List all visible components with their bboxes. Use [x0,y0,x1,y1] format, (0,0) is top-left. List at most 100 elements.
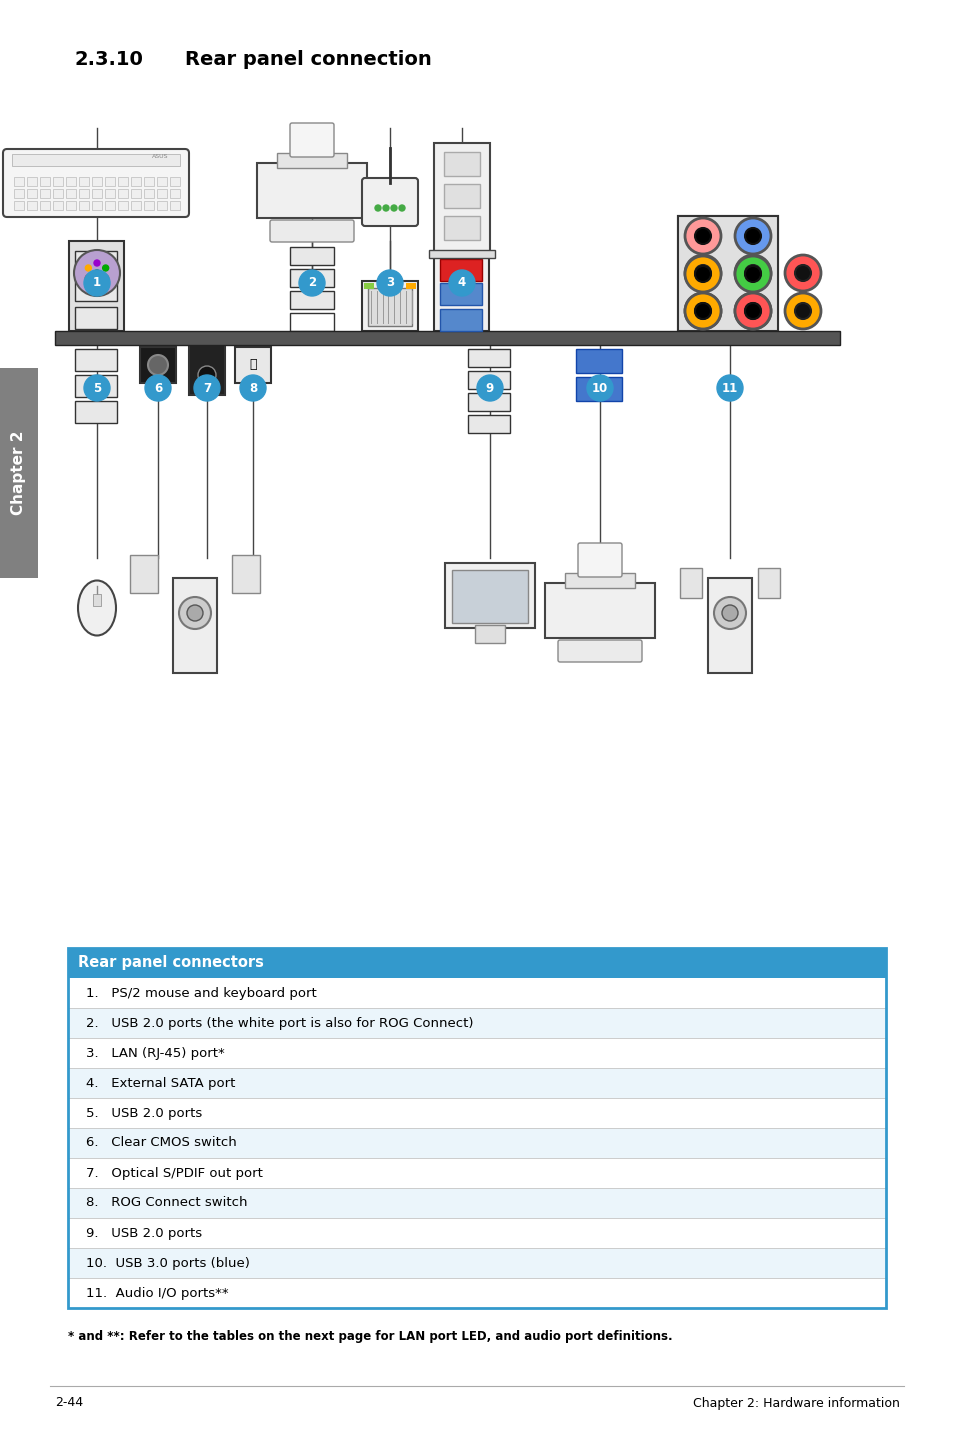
Circle shape [794,303,810,319]
Bar [66,188,76,198]
Bar [68,1038,885,1068]
Text: Rear panel connectors: Rear panel connectors [78,955,264,971]
Bar [55,331,840,345]
Text: 4.   External SATA port: 4. External SATA port [86,1077,235,1090]
Bar [91,188,102,198]
Circle shape [179,597,211,628]
Bar [170,201,180,210]
Bar [27,177,37,186]
Bar [758,568,780,598]
FancyBboxPatch shape [361,178,417,226]
Bar [105,188,115,198]
Circle shape [695,266,710,282]
Circle shape [734,293,770,329]
Circle shape [103,265,109,270]
Circle shape [74,250,120,296]
Circle shape [717,375,742,401]
Circle shape [84,375,110,401]
Bar [131,177,141,186]
Circle shape [94,270,100,276]
Bar [118,201,128,210]
Bar [170,188,180,198]
Text: Rear panel connection: Rear panel connection [185,50,432,69]
Circle shape [586,375,613,401]
Ellipse shape [78,581,116,636]
Text: 11: 11 [721,381,738,394]
Circle shape [148,355,168,375]
Bar [679,568,701,598]
Bar [429,250,495,257]
Circle shape [684,219,720,255]
Bar [68,1158,885,1188]
Circle shape [476,375,502,401]
Bar [443,152,479,175]
Bar [707,578,751,673]
Circle shape [198,367,215,384]
Bar [157,177,167,186]
Circle shape [734,255,770,290]
Bar [576,377,621,401]
Bar [170,177,180,186]
Bar [68,1127,885,1158]
Circle shape [734,256,770,292]
Bar [290,247,334,265]
Bar [66,201,76,210]
Circle shape [744,265,760,280]
Bar [14,188,24,198]
Circle shape [721,605,738,621]
Bar [468,393,510,411]
Bar [364,283,374,289]
Bar [290,269,334,288]
Bar [27,201,37,210]
Circle shape [684,255,720,290]
Bar [68,978,885,1008]
Bar [576,349,621,372]
Bar [68,948,885,978]
Bar [69,242,124,331]
Circle shape [713,597,745,628]
Circle shape [449,270,475,296]
Text: 9: 9 [485,381,494,394]
Bar [439,259,481,280]
Circle shape [684,293,720,329]
Bar [53,201,63,210]
Bar [276,152,347,168]
Bar [75,279,117,301]
Circle shape [744,229,760,244]
Bar [290,290,334,309]
Text: 2-44: 2-44 [55,1396,83,1409]
Bar [40,201,50,210]
Circle shape [744,266,760,282]
Bar [79,201,89,210]
Text: 7: 7 [203,381,211,394]
Bar [144,201,153,210]
Circle shape [193,375,220,401]
Bar [79,188,89,198]
Bar [105,201,115,210]
Bar [12,154,180,165]
Bar [232,555,260,592]
Bar [68,1068,885,1099]
FancyBboxPatch shape [290,124,334,157]
Text: 🔗: 🔗 [249,358,256,371]
Bar [75,252,117,273]
Circle shape [382,206,389,211]
Text: 2: 2 [308,276,315,289]
Bar [157,201,167,210]
Bar [75,349,117,371]
Bar [434,252,489,331]
Bar [75,306,117,329]
Bar [443,216,479,240]
Bar [144,177,153,186]
Bar [68,1188,885,1218]
Text: 6.   Clear CMOS switch: 6. Clear CMOS switch [86,1136,236,1149]
Text: 10: 10 [591,381,607,394]
Bar [66,177,76,186]
Bar [0,368,38,578]
Bar [468,371,510,390]
Circle shape [784,255,821,290]
Text: 1.   PS/2 mouse and keyboard port: 1. PS/2 mouse and keyboard port [86,986,316,999]
Circle shape [103,275,109,280]
Text: 5.   USB 2.0 ports: 5. USB 2.0 ports [86,1106,202,1120]
Circle shape [298,270,325,296]
